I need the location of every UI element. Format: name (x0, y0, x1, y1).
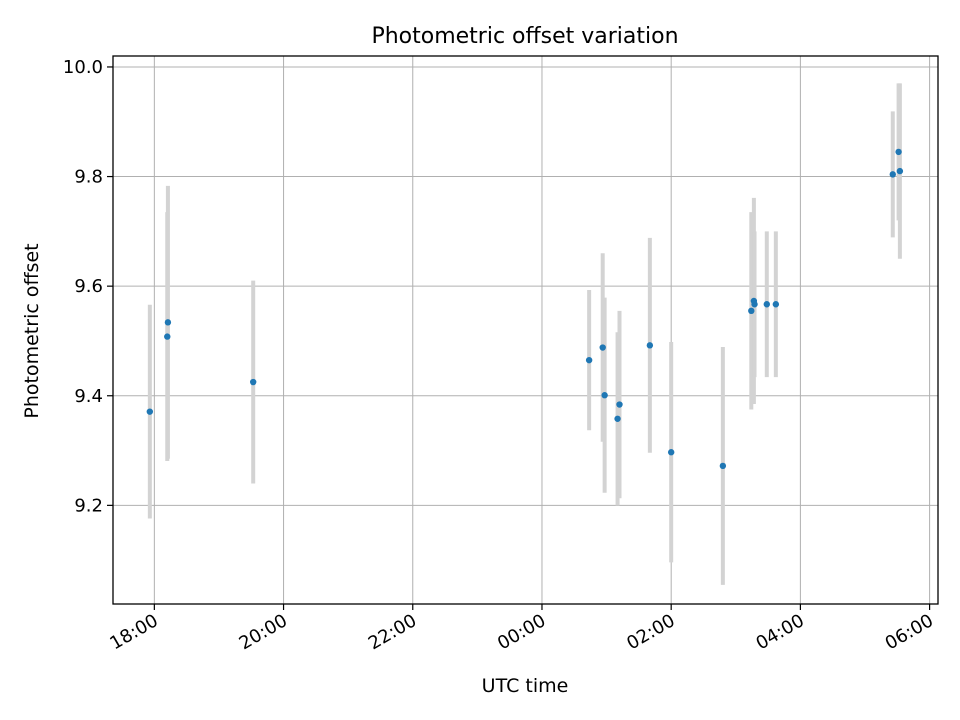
y-tick-label: 9.8 (74, 167, 103, 188)
data-point (146, 408, 154, 415)
x-tick-label: 06:00 (882, 610, 937, 654)
data-point (164, 319, 172, 326)
data-point (599, 344, 606, 351)
data-points (146, 148, 904, 470)
data-point (889, 171, 896, 178)
y-tick-label: 9.2 (74, 495, 103, 516)
data-point (164, 333, 171, 340)
x-tick-label: 20:00 (236, 610, 291, 654)
y-axis-label: Photometric offset (21, 243, 43, 418)
data-point (748, 307, 755, 315)
data-point (585, 356, 593, 364)
error-bars (147, 83, 902, 585)
x-axis-label: UTC time (482, 675, 569, 697)
data-point (616, 401, 623, 408)
x-tick-label: 04:00 (752, 610, 807, 654)
data-point (895, 148, 902, 156)
chart-title: Photometric offset variation (371, 24, 678, 49)
data-point (896, 167, 904, 175)
data-point (601, 392, 608, 399)
x-tick-label: 18:00 (106, 610, 161, 654)
grid (113, 56, 938, 604)
y-tick-label: 9.6 (74, 276, 103, 297)
data-point (772, 301, 780, 308)
data-point (249, 378, 257, 386)
axis-ticks: 18:00 20:00 22:00 00:00 02:00 04:00 06:00 9.2 9.… (63, 57, 937, 654)
data-point (646, 342, 654, 349)
data-point (614, 415, 621, 422)
plot-frame (112, 55, 939, 605)
data-point (667, 449, 675, 456)
data-point (751, 301, 758, 308)
data-point (719, 462, 727, 470)
x-tick-label: 00:00 (494, 610, 549, 654)
data-point (763, 301, 770, 308)
x-tick-label: 22:00 (365, 610, 420, 654)
y-tick-label: 10.0 (63, 57, 103, 78)
y-tick-label: 9.4 (74, 386, 103, 407)
x-tick-label: 02:00 (623, 610, 678, 654)
